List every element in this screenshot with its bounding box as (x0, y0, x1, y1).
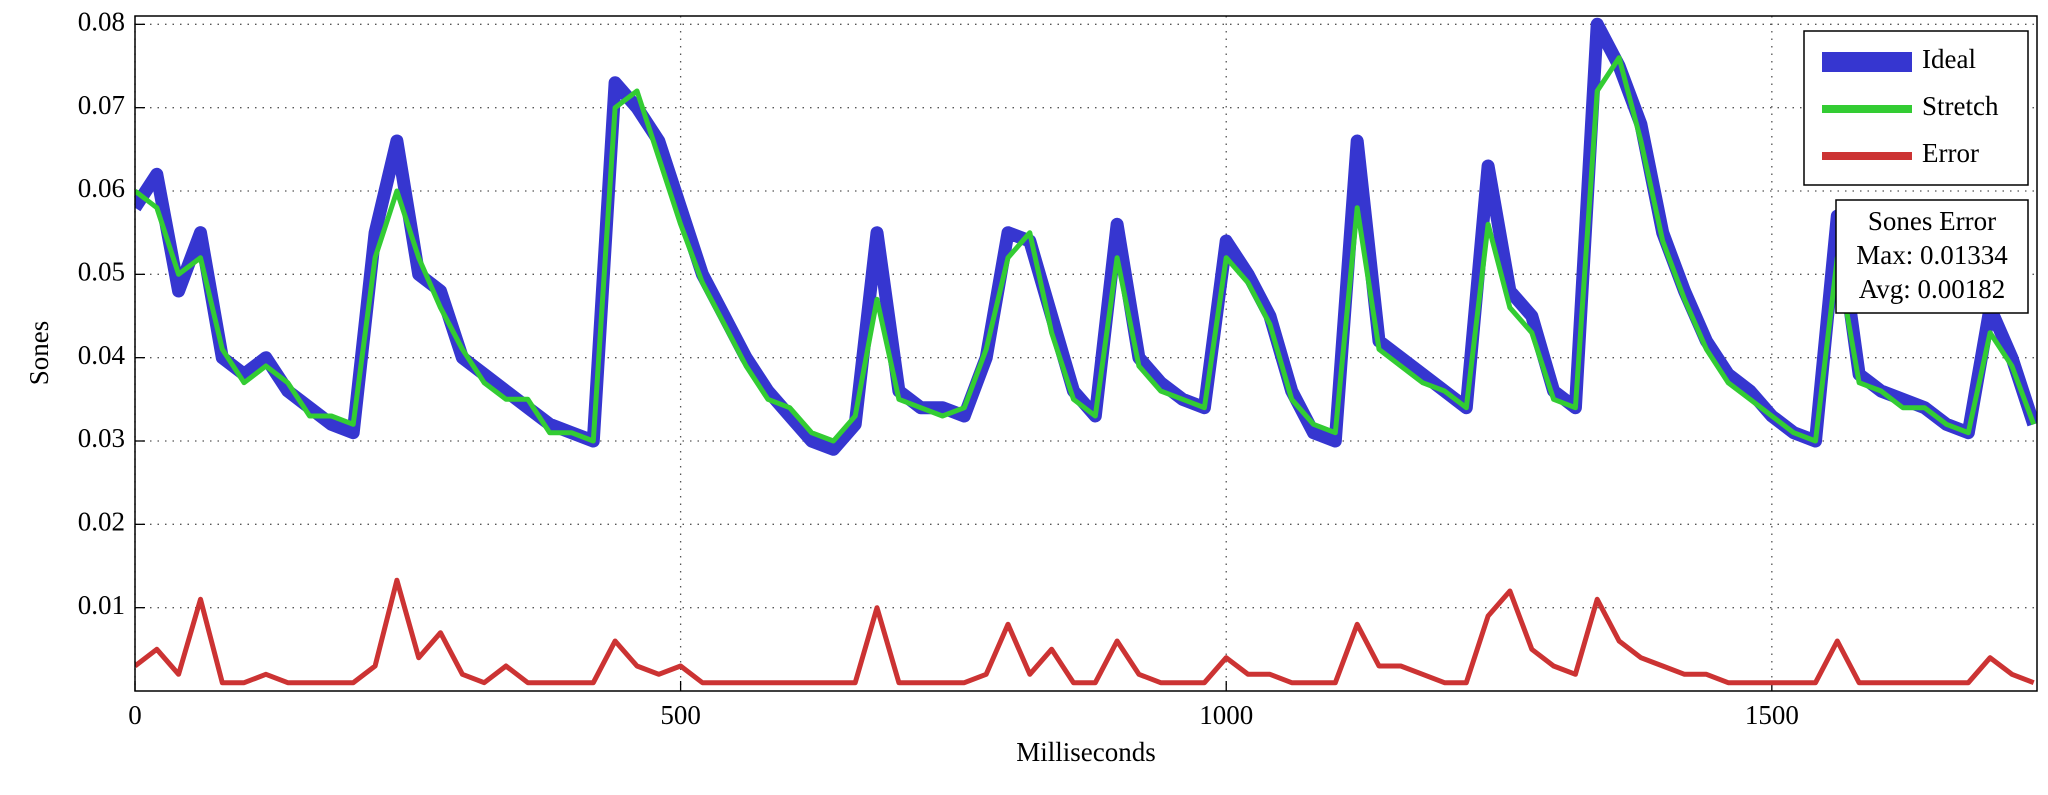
legend-label: Error (1922, 138, 1979, 168)
y-tick-label: 0.07 (78, 90, 125, 120)
annotation-line: Max: 0.01334 (1856, 240, 2008, 270)
plot-frame (134, 15, 2038, 692)
y-tick-label: 0.06 (78, 173, 125, 203)
y-tick-label: 0.04 (78, 340, 126, 370)
legend-label: Ideal (1922, 44, 1976, 74)
annotation-line: Avg: 0.00182 (1859, 274, 2006, 304)
annotation-box (1835, 199, 2029, 314)
y-tick-label: 0.05 (78, 257, 125, 287)
x-tick-label: 500 (660, 700, 701, 730)
x-axis-label: Milliseconds (1016, 737, 1156, 767)
plot-area (135, 16, 2037, 691)
x-tick-label: 1000 (1199, 700, 1253, 730)
y-axis-label: Sones (24, 321, 54, 386)
y-tick-label: 0.03 (78, 423, 125, 453)
x-tick-label: 0 (128, 700, 142, 730)
series-line (135, 55, 2037, 444)
y-tick-label: 0.08 (78, 7, 125, 37)
annotation-title: Sones Error (1868, 206, 1996, 236)
legend-label: Stretch (1922, 91, 1999, 121)
series-line (135, 577, 2035, 686)
y-tick-label: 0.02 (78, 507, 125, 537)
x-tick-label: 1500 (1745, 700, 1799, 730)
y-tick-label: 0.01 (78, 590, 125, 620)
